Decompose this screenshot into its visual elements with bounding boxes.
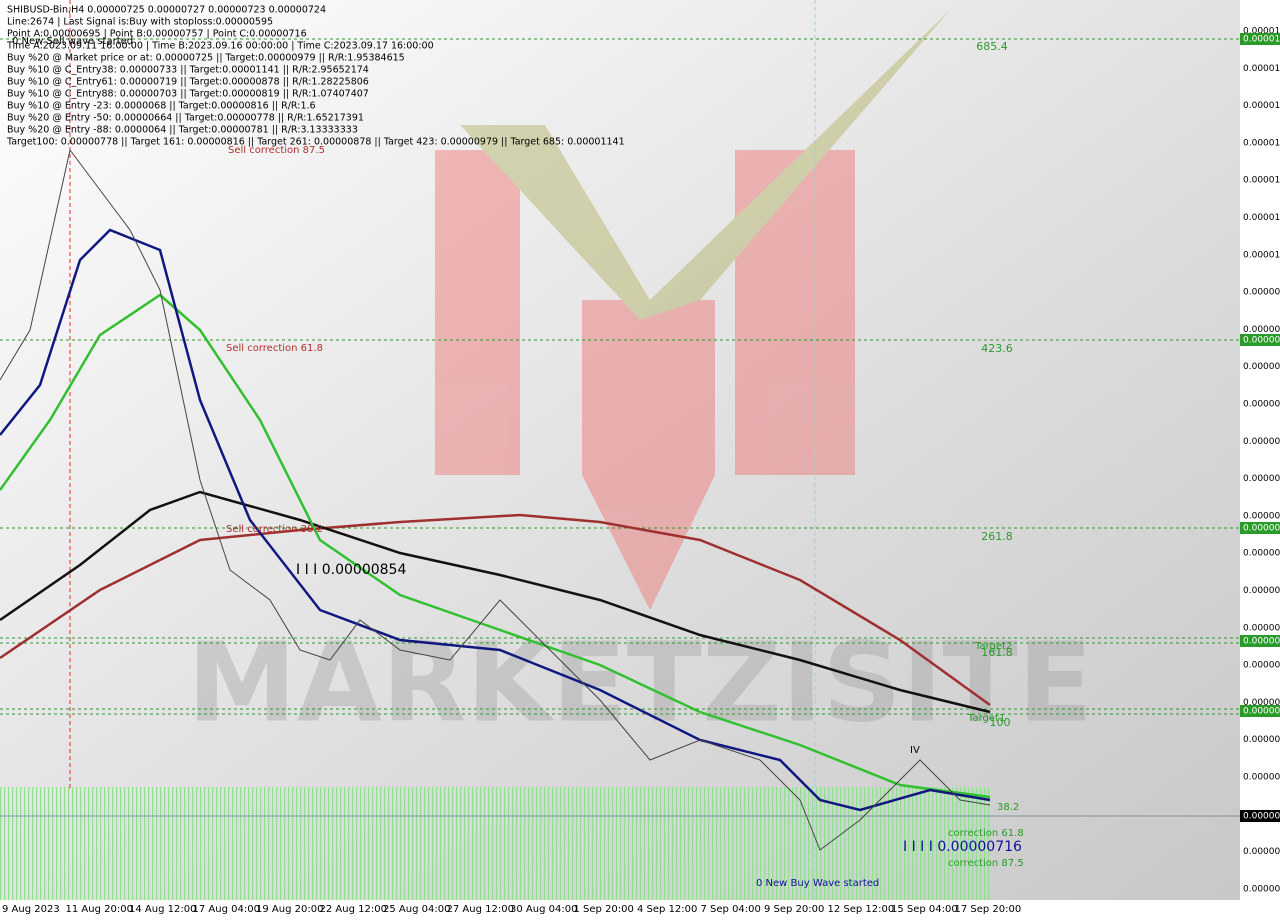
annotation: 38.2: [997, 802, 1019, 813]
price-flag-label: 0.0000072: [1243, 812, 1280, 822]
annotation: correction 87.5: [948, 858, 1024, 869]
annotation: Sell correction 61.8: [226, 343, 323, 354]
price-flag: [1240, 810, 1280, 822]
x-tick-label: 4 Sep 12:00: [637, 904, 697, 915]
x-tick-label: 19 Aug 20:00: [256, 904, 323, 915]
moving-averages: [0, 228, 991, 812]
price-flag-label: 0.0000087: [1243, 524, 1280, 534]
header-line: Buy %10 @ C_Entry38: 0.00000733 || Targe…: [7, 65, 369, 76]
y-tick-label: 0.0000075: [1243, 735, 1280, 745]
x-tick-label: 7 Sep 04:00: [701, 904, 761, 915]
header-line: Time A:2023.09.11 16:00:00 | Time B:2023…: [6, 41, 434, 52]
annotation: I I I 0.00000854: [296, 562, 406, 578]
plot-area: [0, 0, 1240, 900]
header-line: Buy %10 @ C_Entry61: 0.00000719 || Targe…: [7, 77, 369, 88]
y-tick-label: 0.0000083: [1243, 586, 1280, 596]
y-tick-label: 0.0000101: [1243, 250, 1280, 260]
annotation: I I I I 0.00000716: [903, 839, 1022, 855]
price-flag: [1240, 635, 1280, 647]
y-tick-label: 0.0000085: [1243, 549, 1280, 559]
price-flag-label: 0.0000097: [1243, 336, 1280, 346]
y-tick-label: 0.0000109: [1243, 101, 1280, 111]
annotation: IV: [910, 745, 920, 756]
price-candles: [0, 148, 991, 851]
y-tick-label: 0.0000111: [1243, 64, 1280, 74]
header-line: SHIBUSD-Bin,H4 0.00000725 0.00000727 0.0…: [7, 5, 326, 16]
y-tick-label: 0.0000113: [1243, 27, 1280, 37]
price-flag: [1240, 33, 1280, 45]
fib-level: 261.8: [981, 530, 1013, 543]
y-tick-label: 0.0000097: [1243, 325, 1280, 335]
y-tick-label: 0.0000089: [1243, 474, 1280, 484]
y-tick-label: 0.0000107: [1243, 138, 1280, 148]
y-axis: [1240, 0, 1280, 920]
y-tick-label: 0.0000073: [1243, 773, 1280, 783]
watermark-logo: [435, 10, 950, 610]
watermark-text: MARKETZISITE: [187, 618, 1093, 746]
annotation: 0 New Sell wave started: [12, 36, 133, 47]
header-line: Buy %10 @ C_Entry88: 0.00000703 || Targe…: [7, 89, 369, 100]
fib-level: 161.8: [981, 646, 1013, 659]
x-tick-label: 17 Aug 04:00: [193, 904, 260, 915]
annotation: Target2: [974, 641, 1012, 652]
fib-level: 100: [990, 716, 1011, 729]
x-tick-label: 27 Aug 12:00: [447, 904, 514, 915]
price-flag-label: 0.0000114: [1243, 35, 1280, 45]
y-tick-label: 0.0000087: [1243, 511, 1280, 521]
price-flag: [1240, 705, 1280, 717]
header-line: Target100: 0.00000778 || Target 161: 0.0…: [6, 137, 625, 148]
x-tick-label: 14 Aug 12:00: [129, 904, 196, 915]
header-line: Buy %20 @ Entry -88: 0.0000064 || Target…: [7, 125, 358, 136]
fib-level: 423.6: [981, 342, 1013, 355]
x-tick-label: 11 Aug 20:00: [66, 904, 133, 915]
y-tick-label: 0.0000067: [1243, 884, 1280, 894]
header-line: Point A:0.00000695 | Point B:0.00000757 …: [7, 29, 307, 40]
annotation: Sell correction 87.5: [228, 145, 325, 156]
annotation: 0 New Buy Wave started: [756, 878, 879, 889]
header-line: Line:2674 | Last Signal is:Buy with stop…: [7, 17, 273, 28]
histogram: [0, 787, 990, 900]
y-tick-label: 0.0000091: [1243, 437, 1280, 447]
price-flag: [1240, 334, 1280, 346]
annotation: correction 61.8: [948, 828, 1024, 839]
price-flag: [1240, 522, 1280, 534]
x-tick-label: 17 Sep 20:00: [955, 904, 1022, 915]
price-flag-label: 0.0000081: [1243, 637, 1280, 647]
annotation: Sell correction 38.2: [226, 524, 323, 535]
y-tick-label: 0.0000079: [1243, 661, 1280, 671]
y-tick-label: 0.0000103: [1243, 213, 1280, 223]
y-tick-label: 0.0000081: [1243, 623, 1280, 633]
y-tick-label: 0.0000093: [1243, 400, 1280, 410]
y-tick-label: 0.0000077: [1243, 698, 1280, 708]
x-tick-label: 30 Aug 04:00: [510, 904, 577, 915]
annotation: Target1: [967, 713, 1005, 724]
y-tick-label: 0.0000095: [1243, 362, 1280, 372]
x-tick-label: 22 Aug 12:00: [320, 904, 387, 915]
x-tick-label: 1 Sep 20:00: [574, 904, 634, 915]
header-line: Buy %10 @ Entry -23: 0.0000068 || Target…: [7, 101, 316, 112]
y-tick-label: 0.0000099: [1243, 288, 1280, 298]
x-tick-label: 15 Sep 04:00: [891, 904, 958, 915]
y-tick-label: 0.0000105: [1243, 176, 1280, 186]
y-tick-label: 0.0000069: [1243, 847, 1280, 857]
header-line: Buy %20 @ Market price or at: 0.00000725…: [7, 53, 405, 64]
header-line: Buy %20 @ Entry -50: 0.00000664 || Targe…: [7, 113, 364, 124]
x-tick-label: 25 Aug 04:00: [383, 904, 450, 915]
x-axis: [0, 900, 1240, 920]
price-flag-label: 0.0000077: [1243, 707, 1280, 717]
x-tick-label: 9 Sep 20:00: [764, 904, 824, 915]
fib-level: 685.4: [976, 40, 1008, 53]
x-tick-label: 12 Sep 12:00: [828, 904, 895, 915]
x-tick-label: 9 Aug 2023: [2, 904, 60, 915]
